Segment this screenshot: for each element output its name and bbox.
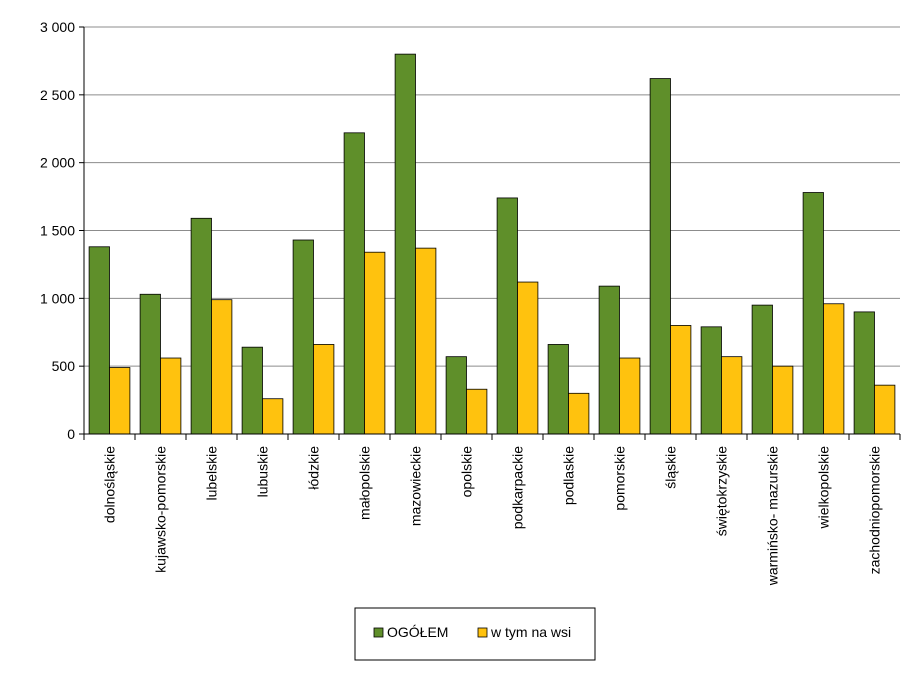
legend: OGÓŁEM w tym na wsi [354,607,596,661]
bar-ogolem [445,356,467,435]
bar-ogolem [343,132,365,435]
y-tick-label: 2 500 [40,87,75,103]
bar-ogolem [598,285,620,435]
bar-wsi [160,357,182,435]
bar-wsi [568,392,590,435]
category-label: dolnośląskie [102,446,118,523]
category-label: podkarpackie [510,446,526,529]
bar-ogolem [190,217,212,435]
bar-wsi [364,251,386,435]
category-label: mazowieckie [408,446,424,526]
bar-ogolem [751,304,773,435]
bar-wsi [211,299,233,435]
bar-wsi [670,325,692,435]
y-tick-label: 1 000 [40,290,75,306]
bars [88,53,896,435]
bar-ogolem [88,246,110,435]
y-tick-label: 0 [67,426,75,442]
category-label: warmińsko- mazurskie [765,446,781,586]
category-label: opolskie [459,446,475,498]
y-tick-labels: 0 500 1 000 1 500 2 000 2 500 3 000 [40,19,75,442]
bar-wsi [415,247,437,435]
bar-ogolem [496,197,518,435]
legend-box [354,607,596,661]
y-tick-label: 3 000 [40,19,75,35]
y-tick-label: 2 000 [40,155,75,171]
bar-ogolem [241,346,263,435]
category-label: pomorskie [612,446,628,511]
bar-ogolem [139,293,161,435]
axes [79,26,901,440]
category-label: łódzkie [306,446,322,490]
category-label: kujawsko-pomorskie [153,446,169,573]
category-label: podlaskie [561,446,577,505]
bar-wsi [313,344,335,435]
bar-wsi [466,388,488,435]
y-tick-label: 500 [52,358,76,374]
bar-ogolem [394,53,416,435]
category-label: lubuskie [255,446,271,498]
bar-ogolem [547,344,569,435]
legend-swatch-ogolem [373,627,384,638]
bar-wsi [262,398,284,435]
category-label: małopolskie [357,446,373,520]
legend-label-ogolem: OGÓŁEM [387,624,448,640]
bar-wsi [823,303,845,435]
category-label: lubelskie [204,446,220,501]
bar-wsi [874,384,896,435]
bar-ogolem [853,311,875,435]
bar-ogolem [700,326,722,435]
bar-wsi [721,356,743,435]
bar-wsi [109,367,131,435]
bar-wsi [619,357,641,435]
bar-wsi [517,281,539,435]
category-label: śląskie [663,446,679,489]
category-label: wielkopolskie [816,446,832,530]
category-label: zachodniopomorskie [867,446,883,575]
category-label: świętokrzyskie [714,446,730,536]
category-labels: dolnośląskie kujawsko-pomorskie lubelskie l… [102,446,883,586]
bar-ogolem [292,239,314,435]
legend-label-wsi: w tym na wsi [490,624,571,640]
legend-swatch-wsi [477,627,488,638]
bar-ogolem [649,78,671,435]
bar-ogolem [802,192,824,435]
bar-wsi [772,365,794,435]
y-tick-label: 1 500 [40,223,75,239]
